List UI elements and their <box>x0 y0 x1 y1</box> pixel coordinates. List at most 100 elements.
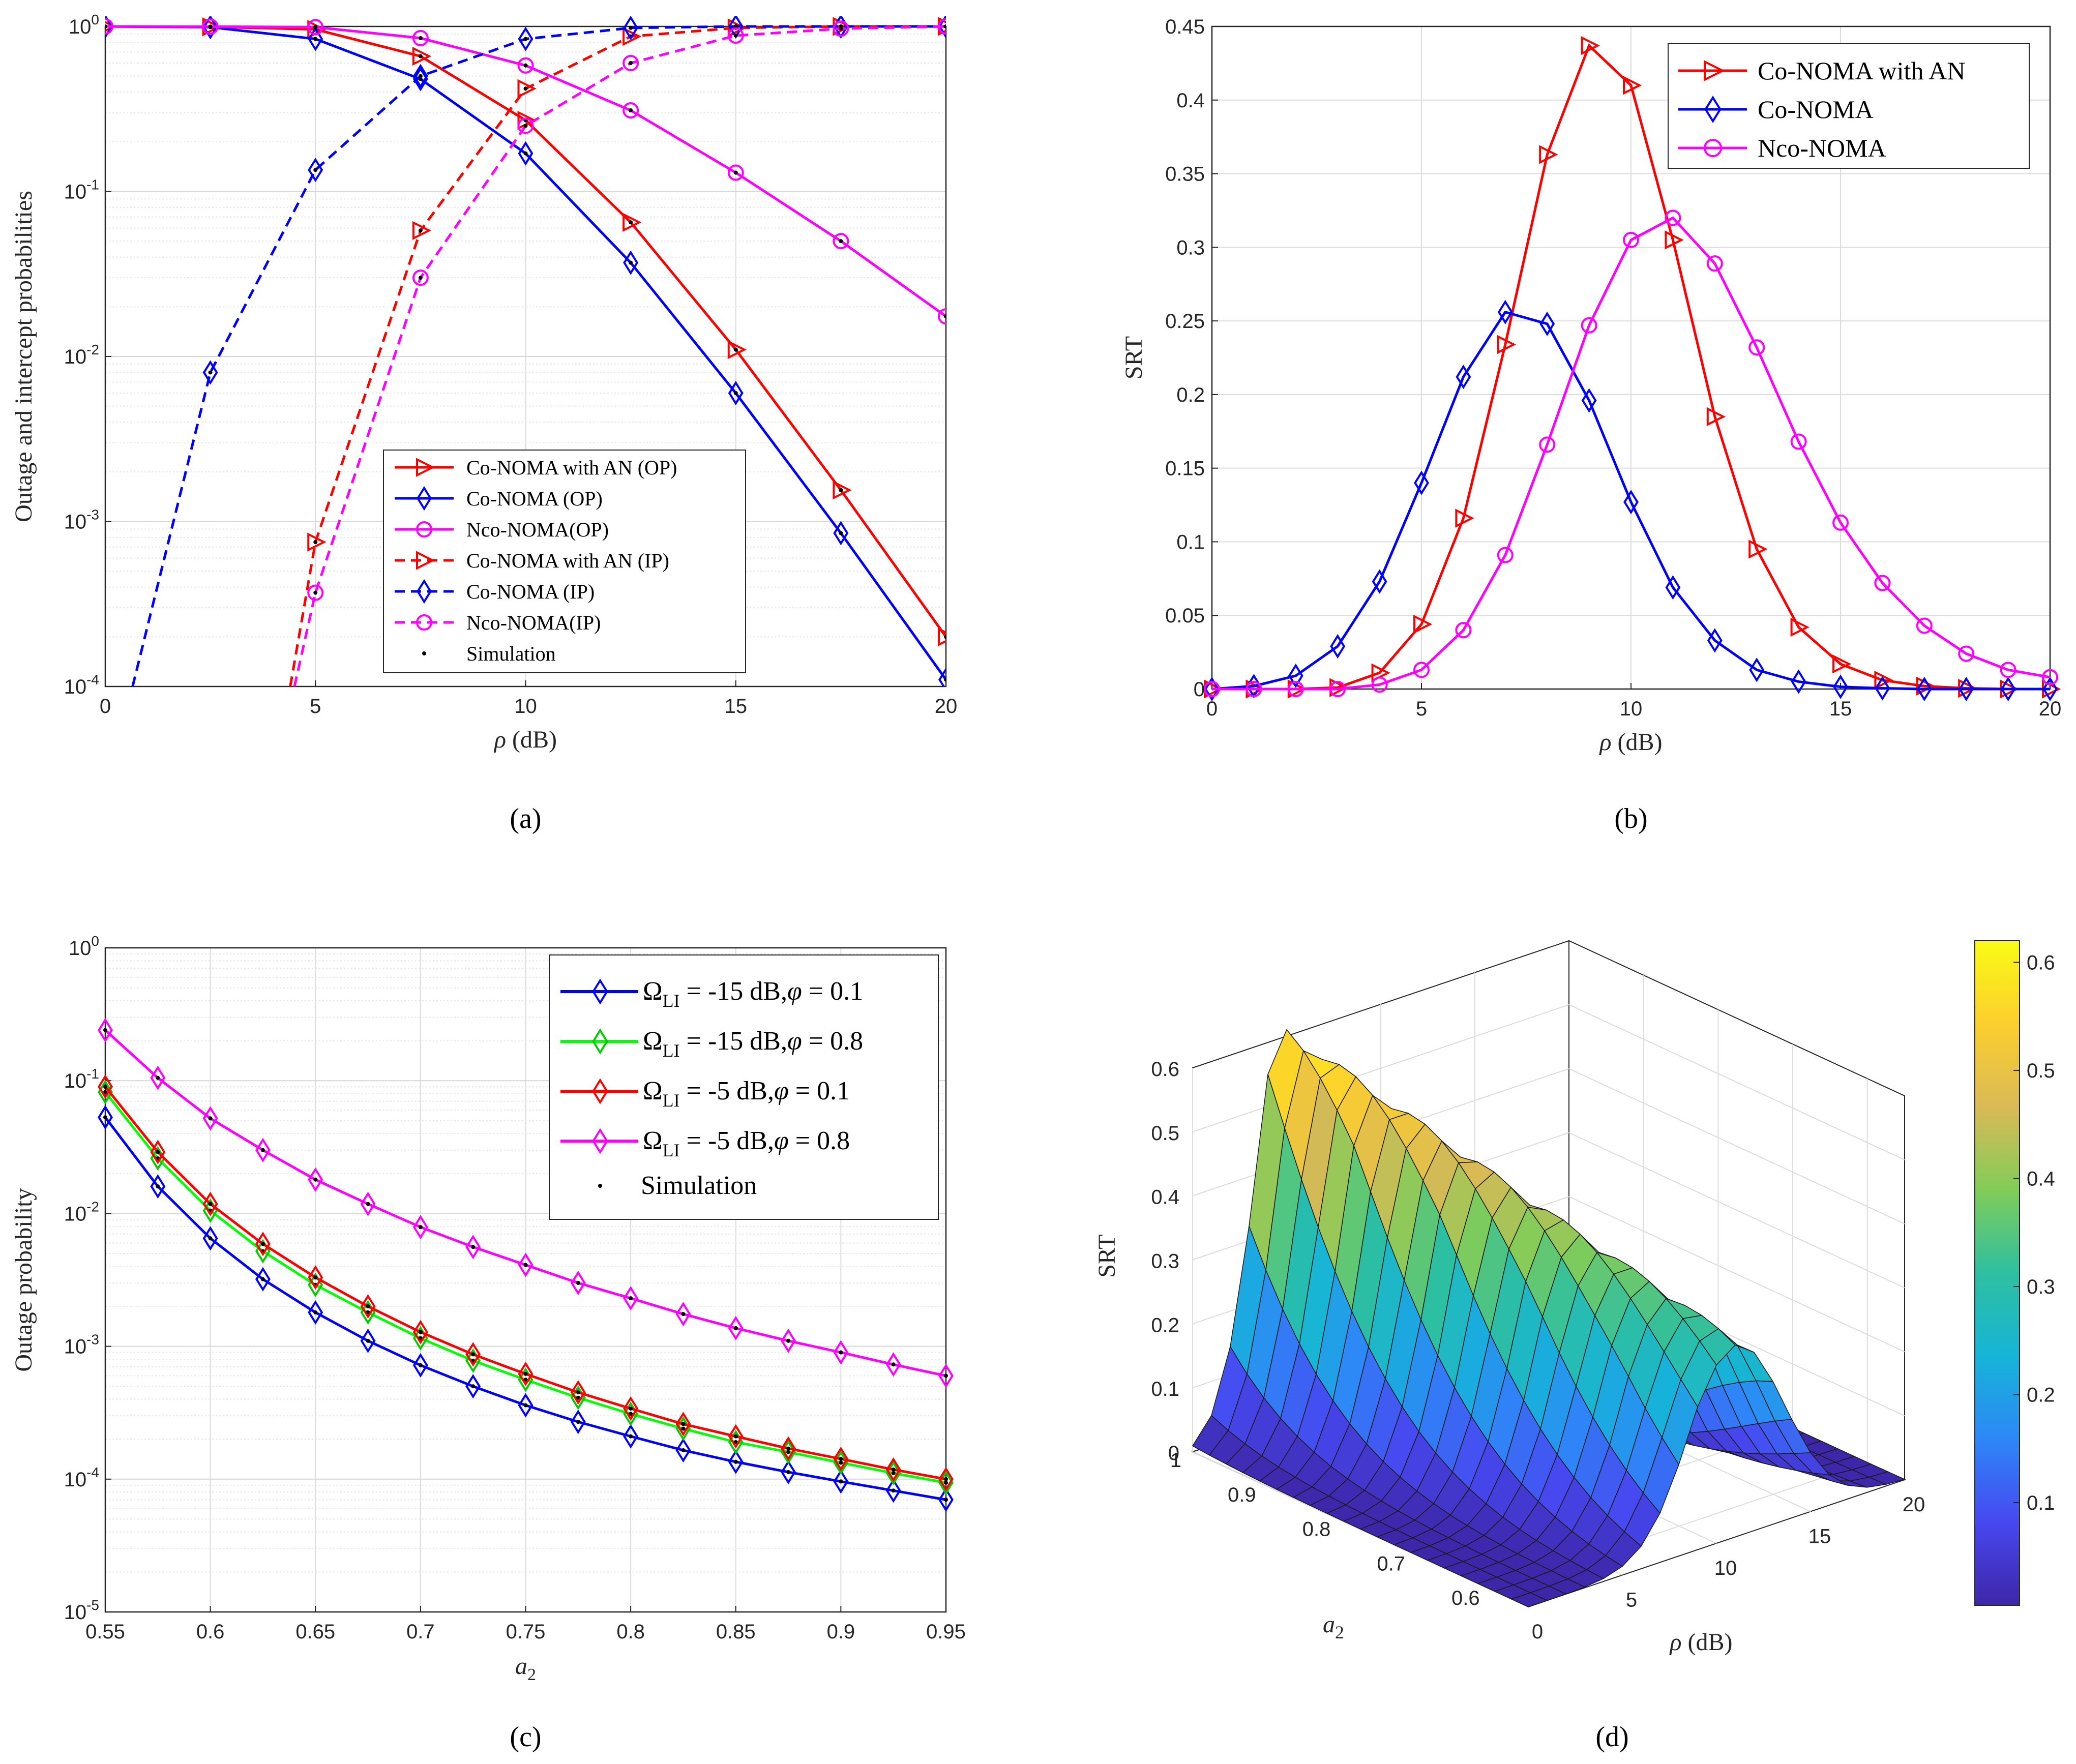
a-marker-4 <box>308 158 323 183</box>
a-marker-3 <box>727 18 747 38</box>
b-marker-2 <box>1706 255 1723 272</box>
a-sim-point <box>629 25 633 30</box>
a-marker-4 <box>412 64 428 88</box>
a-marker-4 <box>623 16 639 40</box>
a-marker-2 <box>833 233 849 250</box>
c-xtick-label: 0.7 <box>406 1621 435 1643</box>
b-series-line-0 <box>1212 43 2050 691</box>
b-marker-1 <box>1875 676 1890 701</box>
a-sim-point <box>944 677 946 682</box>
a-sim-point <box>523 37 528 41</box>
d-xtick-label: 15 <box>1808 1526 1831 1548</box>
a-sim-point <box>839 239 843 244</box>
a-marker-0 <box>412 46 432 66</box>
c-marker-2 <box>833 1446 849 1472</box>
c-marker-3 <box>781 1328 796 1353</box>
a-legend-label: Co-NOMA (IP) <box>466 580 595 603</box>
b-legend: Co-NOMA with AN Co-NOMA Nco-NOMA <box>1668 43 2030 169</box>
c-marker-3 <box>360 1191 376 1216</box>
panel-a: 0 5 10 15 20 10-4 10-3 10-2 10-1 100 ρ (dB) Outage … <box>10 12 957 834</box>
d-ylabel: a2 <box>1323 1611 1344 1642</box>
c-sim-point <box>576 1390 580 1395</box>
a-xlabel: ρ (dB) <box>493 726 557 753</box>
b-ytick-label: 0.2 <box>1176 384 1205 406</box>
b-ytick-label: 0.4 <box>1176 89 1205 112</box>
a-marker-4 <box>202 360 218 385</box>
b-marker-2 <box>1329 681 1346 697</box>
c-sim-point <box>839 1479 843 1484</box>
c-sim-point <box>418 1363 423 1367</box>
b-marker-2 <box>1790 433 1807 450</box>
a-sim-point <box>313 590 318 595</box>
b-marker-1 <box>1539 311 1555 336</box>
c-marker-3 <box>518 1252 533 1277</box>
a-legend-label: Co-NOMA with AN (OP) <box>466 456 677 479</box>
a-sim-point <box>208 370 213 375</box>
d-ytick-label: 0.8 <box>1302 1518 1331 1541</box>
a-xtick-label: 10 <box>514 695 537 717</box>
c-sim-point <box>681 1448 686 1452</box>
c-sim-point <box>944 1480 948 1485</box>
b-series-line-1 <box>1211 310 2050 691</box>
c-sim-point <box>208 1236 213 1241</box>
a-marker-4 <box>518 26 533 51</box>
a-legend-marker <box>416 521 432 537</box>
a-legend-label: Co-NOMA with AN (IP) <box>466 549 669 572</box>
c-marker-3 <box>150 1065 166 1090</box>
c-xtick-label: 0.95 <box>926 1621 966 1643</box>
c-sim-point <box>260 1277 265 1281</box>
a-legend-marker <box>417 579 432 604</box>
b-xtick-label: 0 <box>1206 698 1218 720</box>
c-sim-point <box>786 1446 791 1451</box>
b-marker-0 <box>1455 509 1474 528</box>
c-sim-point <box>576 1395 580 1400</box>
a-series-group <box>105 16 946 686</box>
a-sim-point <box>629 220 633 225</box>
c-sim-point <box>891 1362 896 1367</box>
c-marker-3 <box>308 1167 323 1192</box>
b-marker-2 <box>1413 662 1430 678</box>
b-marker-0 <box>1623 76 1642 95</box>
a-xtick-label: 15 <box>725 695 748 717</box>
d-caption: (d) <box>1595 1721 1628 1753</box>
b-marker-1 <box>1456 365 1471 390</box>
a-sim-point <box>733 170 738 175</box>
d-colorbar-label: 0.4 <box>2027 1168 2055 1190</box>
a-marker-1 <box>938 667 946 686</box>
c-marker-3 <box>465 1235 481 1260</box>
a-marker-0 <box>622 213 642 232</box>
a-legend-marker <box>417 486 432 511</box>
a-legend-marker <box>416 458 435 477</box>
b-marker-2 <box>1665 210 1681 226</box>
a-caption: (a) <box>510 803 541 834</box>
a-legend-marker <box>416 614 432 631</box>
c-sim-point <box>891 1488 896 1493</box>
d-grid <box>1568 1004 1905 1160</box>
c-marker-2 <box>623 1396 639 1421</box>
d-xtick-label: 5 <box>1626 1589 1637 1611</box>
c-marker-0 <box>518 1393 533 1418</box>
d-ytick-label: 1 <box>1170 1449 1181 1472</box>
c-marker-2 <box>938 1467 954 1491</box>
d-ztick-label: 0 <box>1168 1442 1179 1464</box>
panel-c: 0.55 0.6 0.65 0.7 0.75 0.8 0.85 0.9 0.95 10-5 10-4… <box>10 933 966 1753</box>
a-marker-3 <box>622 26 642 46</box>
c-legend-label: Simulation <box>641 1171 757 1200</box>
a-legend-label: Nco-NOMA(OP) <box>466 518 609 541</box>
c-sim-point <box>839 1460 843 1465</box>
c-marker-3 <box>255 1138 271 1162</box>
d-ztick-label: 0.3 <box>1151 1250 1179 1273</box>
c-ylabel: Outage probability <box>10 1188 37 1371</box>
c-sim-point <box>944 1373 948 1378</box>
c-ytick-label: 10-4 <box>64 1464 99 1491</box>
c-xtick-label: 0.85 <box>716 1621 756 1643</box>
a-marker-5 <box>622 54 639 71</box>
c-sim-point <box>944 1477 948 1481</box>
b-marker-0 <box>1832 654 1852 674</box>
c-marker-0 <box>781 1459 796 1485</box>
a-sim-point <box>418 276 423 280</box>
b-ytick-label: 0.3 <box>1176 236 1205 259</box>
c-sim-point <box>313 1310 318 1314</box>
c-sim-point <box>208 1202 213 1206</box>
b-marker-0 <box>1874 670 1893 690</box>
